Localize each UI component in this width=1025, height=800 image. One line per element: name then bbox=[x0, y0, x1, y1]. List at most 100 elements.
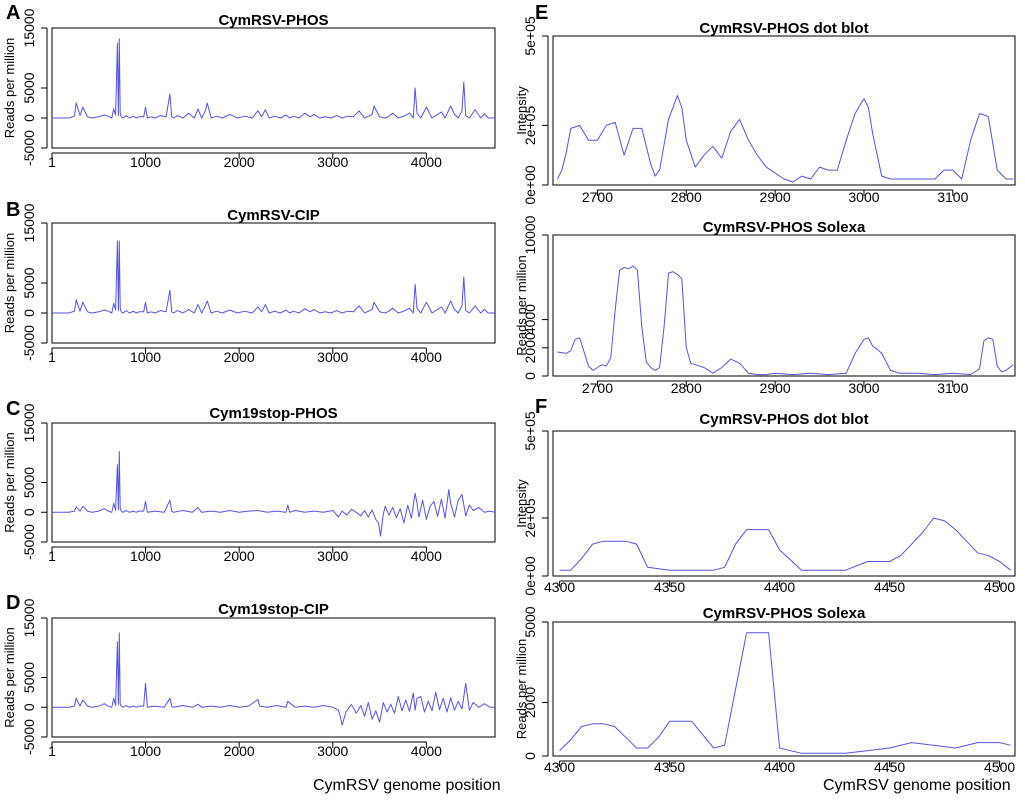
x-tick-label: 1 bbox=[48, 548, 56, 564]
x-tick-label: 4450 bbox=[874, 759, 905, 775]
y-tick-label: 0e+00 bbox=[522, 556, 538, 596]
x-tick-label: 1000 bbox=[130, 743, 161, 759]
y-tick-label: -5000 bbox=[21, 325, 37, 361]
chart-a: CymRSV-PHOS 1 1000 2000 3000 4000 -5000 0 5000 15… bbox=[2, 8, 496, 170]
chart-title: Cym19stop-CIP bbox=[218, 601, 329, 618]
plot-frame bbox=[552, 621, 1016, 757]
y-tick-label: 2000 bbox=[522, 332, 538, 363]
chart-e-solexa: CymRSV-PHOS Solexa 2700 2800 2900 3000 3100 0 2… bbox=[514, 215, 1016, 396]
chart-title: CymRSV-PHOS dot blot bbox=[699, 411, 868, 428]
y-tick-label: -5000 bbox=[21, 524, 37, 560]
x-tick-label: 3100 bbox=[937, 189, 968, 205]
plot-frame bbox=[51, 422, 496, 543]
series-line bbox=[559, 517, 1011, 571]
chart-f-solexa: CymRSV-PHOS Solexa 4300 4350 4400 4450 4500 0 2… bbox=[514, 605, 1016, 775]
chart-title: CymRSV-PHOS Solexa bbox=[703, 219, 866, 236]
x-tick-label: 4000 bbox=[411, 154, 442, 170]
x-tick-label: 2000 bbox=[224, 548, 255, 564]
x-tick-label: 4350 bbox=[654, 579, 685, 595]
x-tick-label: 1000 bbox=[130, 349, 161, 365]
y-axis-label: Reads per million bbox=[514, 639, 529, 739]
x-tick-label: 3000 bbox=[317, 548, 348, 564]
series-line bbox=[557, 265, 1014, 376]
y-tick-label: 15000 bbox=[21, 403, 37, 442]
y-axis-label: Intensity bbox=[514, 479, 529, 528]
x-tick-label: 4350 bbox=[654, 759, 685, 775]
x-tick-label: 4500 bbox=[984, 579, 1015, 595]
chart-b: CymRSV-CIP 1 1000 2000 3000 4000 -5000 0 5000 150… bbox=[2, 203, 496, 365]
plot-frame bbox=[51, 617, 496, 738]
series-line bbox=[559, 632, 1011, 754]
x-tick-label: 1 bbox=[48, 154, 56, 170]
series-line bbox=[556, 95, 1014, 183]
y-tick-label: 0 bbox=[21, 114, 37, 122]
plot-frame bbox=[51, 222, 496, 344]
plot-frame bbox=[552, 430, 1016, 577]
x-tick-label: 3000 bbox=[317, 349, 348, 365]
x-tick-label: 2800 bbox=[671, 380, 702, 396]
series-line bbox=[52, 632, 495, 726]
x-tick-label: 1000 bbox=[130, 548, 161, 564]
y-tick-label: -5000 bbox=[21, 130, 37, 166]
y-tick-label: 0 bbox=[21, 508, 37, 516]
x-tick-label: 4400 bbox=[764, 579, 795, 595]
y-tick-label: 0 bbox=[522, 372, 538, 380]
series-line bbox=[52, 240, 495, 314]
x-tick-label: 2000 bbox=[224, 349, 255, 365]
y-tick-label: 2e+05 bbox=[522, 498, 538, 538]
y-tick-label: 5e+05 bbox=[522, 16, 538, 56]
y-axis-label: Reads per million bbox=[2, 38, 17, 138]
y-tick-label: -5000 bbox=[21, 719, 37, 755]
y-tick-label: 10000 bbox=[522, 215, 538, 254]
panel-letter-b: B bbox=[6, 199, 21, 221]
y-axis-label: Reads per million bbox=[2, 233, 17, 333]
x-tick-label: 4300 bbox=[544, 579, 575, 595]
y-tick-label: 5000 bbox=[21, 267, 37, 298]
x-tick-label: 1 bbox=[48, 349, 56, 365]
x-tick-label: 2700 bbox=[582, 380, 613, 396]
plot-frame bbox=[51, 27, 496, 149]
chart-f-dot-blot: CymRSV-PHOS dot blot 4300 4350 4400 4450 4500… bbox=[514, 411, 1016, 596]
chart-title: CymRSV-CIP bbox=[227, 207, 320, 224]
chart-title: CymRSV-PHOS dot blot bbox=[699, 20, 868, 37]
y-tick-label: 5000 bbox=[21, 72, 37, 103]
y-tick-label: 4000 bbox=[522, 304, 538, 335]
x-tick-label: 2700 bbox=[582, 189, 613, 205]
plot-frame bbox=[552, 234, 1016, 377]
x-tick-label: 4500 bbox=[984, 759, 1015, 775]
x-tick-label: 2000 bbox=[224, 154, 255, 170]
y-axis-label: Reads per million bbox=[514, 255, 529, 355]
y-tick-label: 5000 bbox=[522, 606, 538, 637]
series-line bbox=[52, 451, 496, 537]
x-tick-label: 4000 bbox=[411, 349, 442, 365]
y-tick-label: 2000 bbox=[522, 687, 538, 718]
x-tick-label: 3100 bbox=[937, 380, 968, 396]
x-tick-label: 2000 bbox=[224, 743, 255, 759]
chart-c: Cym19stop-PHOS 1 1000 2000 3000 4000 -5000 0 500… bbox=[2, 403, 496, 564]
y-tick-label: 0 bbox=[522, 752, 538, 760]
x-tick-label: 3000 bbox=[317, 154, 348, 170]
x-tick-label: 3000 bbox=[848, 380, 879, 396]
y-tick-label: 15000 bbox=[21, 203, 37, 242]
x-tick-label: 1000 bbox=[130, 154, 161, 170]
y-tick-label: 2e+05 bbox=[522, 106, 538, 146]
panel-letter-f: F bbox=[535, 396, 548, 418]
y-tick-label: 15000 bbox=[21, 598, 37, 637]
y-axis-label: Intensity bbox=[514, 86, 529, 135]
y-tick-label: 0 bbox=[21, 309, 37, 317]
x-tick-label: 2900 bbox=[760, 189, 791, 205]
panel-letter-d: D bbox=[6, 592, 21, 614]
x-tick-label: 3000 bbox=[848, 189, 879, 205]
x-tick-label: 4000 bbox=[411, 548, 442, 564]
x-axis-caption-left: CymRSV genome position bbox=[313, 777, 501, 794]
x-tick-label: 4400 bbox=[764, 759, 795, 775]
chart-title: CymRSV-PHOS bbox=[218, 12, 328, 29]
x-tick-label: 2900 bbox=[760, 380, 791, 396]
y-axis-label: Reads per million bbox=[2, 432, 17, 532]
y-tick-label: 0 bbox=[21, 703, 37, 711]
panel-letter-a: A bbox=[6, 2, 21, 24]
chart-e-dot-blot: CymRSV-PHOS dot blot 2700 2800 2900 3000 3100… bbox=[514, 16, 1016, 205]
panel-letter-e: E bbox=[535, 2, 549, 24]
x-tick-label: 1 bbox=[48, 743, 56, 759]
plot-frame bbox=[552, 35, 1016, 186]
